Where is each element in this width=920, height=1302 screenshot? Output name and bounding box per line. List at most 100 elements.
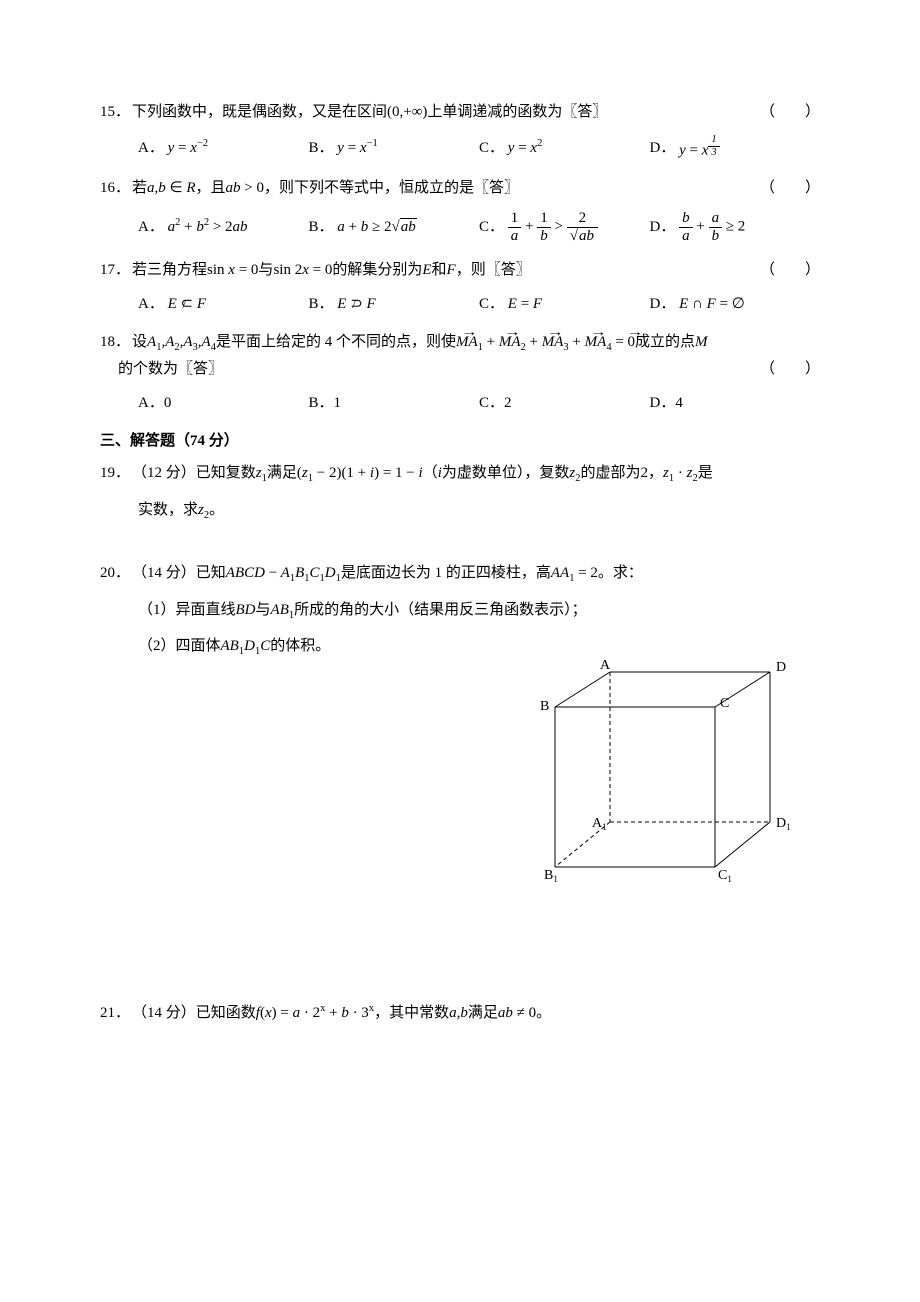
q20-bd: BD (236, 602, 256, 618)
q15-num: 15． (100, 100, 132, 124)
q16-opt-d: D． ba + ab ≥ 2 (650, 210, 821, 244)
q18-tb: 是平面上给定的 4 个不同的点，则使 (216, 334, 456, 350)
opt-label-d: D． (650, 136, 676, 160)
label-B1: B1 (544, 868, 558, 884)
q20-prism: ABCD − A1B1C1D1 (226, 565, 341, 581)
q19-t5: 的虚部为 (580, 465, 640, 481)
q19-z2b: z2 (198, 502, 209, 518)
q15-opt-a: A． y = x−2 (138, 136, 309, 160)
label-C1: C1 (718, 868, 732, 884)
q15-paren: （ ） (760, 100, 820, 124)
opt-label-c: C． (479, 136, 504, 160)
q17-c-math: E = F (508, 292, 542, 316)
label-B: B (540, 699, 549, 714)
q17-ta: 若三角方程 (132, 262, 207, 278)
q20-pts: （14 分） (132, 565, 196, 581)
label-D: D (776, 660, 786, 675)
q19-z1z2: z1 · z2 (663, 465, 698, 481)
q15-opt-d: D． y = x13 (650, 134, 821, 162)
q17-E: E (422, 262, 431, 278)
q16-opt-a: A． a2 + b2 > 2ab (138, 215, 309, 239)
question-19: 19． （12 分）已知复数z1满足(z1 − 2)(1 + i) = 1 − … (100, 461, 820, 525)
q17-m2: sin 2x = 0 (273, 262, 332, 278)
q18-line2: 的个数为〖答〗 （ ） (100, 357, 820, 381)
q19-l2end: 。 (209, 502, 224, 518)
question-16: 16． 若a,b ∈ R，且ab > 0，则下列不等式中，恒成立的是〖答〗 （ … (100, 176, 820, 244)
q16-lb: B． (309, 215, 334, 239)
q19-pts: （12 分） (132, 465, 196, 481)
opt-label-b: B． (309, 136, 334, 160)
spacer-2 (100, 911, 820, 1001)
q17-text: 若三角方程sin x = 0与sin 2x = 0的解集分别为E和F，则〖答〗 (132, 258, 760, 282)
q15-a-math: y = x−2 (168, 136, 208, 160)
q18-options: A．0 B．1 C．2 D．4 (138, 391, 820, 415)
label-C: C (720, 696, 729, 711)
q19-z1: z1 (256, 465, 267, 481)
q18-paren: （ ） (760, 357, 820, 381)
q17-options: A． E ⊂/ F B． E ⊃/ F C． E = F D． E ∩ F = … (138, 292, 820, 316)
q18-ta: 设 (132, 334, 147, 350)
q20-line: 20． （14 分）已知ABCD − A1B1C1D1是底面边长为 1 的正四棱… (100, 561, 820, 588)
q15-text: 下列函数中，既是偶函数，又是在区间(0,+∞)上单调递减的函数为〖答〗 (132, 100, 760, 124)
q16-options: A． a2 + b2 > 2ab B． a + b ≥ 2√ab C． 1a +… (138, 210, 820, 244)
q20-p1b: 与 (256, 602, 271, 618)
spacer-1 (100, 531, 820, 561)
q17-ld: D． (650, 292, 676, 316)
q16-line: 16． 若a,b ∈ R，且ab > 0，则下列不等式中，恒成立的是〖答〗 （ … (100, 176, 820, 200)
q15-interval: (0,+∞) (387, 104, 427, 120)
q20-p2b: 的体积。 (270, 638, 330, 654)
q18-M: M (695, 334, 708, 350)
q17-te: ，则〖答〗 (456, 262, 531, 278)
q21-t2: ，其中常数 (374, 1005, 449, 1021)
q16-ta: 若 (132, 180, 147, 196)
q17-la: A． (138, 292, 164, 316)
q15-text-after: 上单调递减的函数为〖答〗 (427, 104, 607, 120)
q17-line: 17． 若三角方程sin x = 0与sin 2x = 0的解集分别为E和F，则… (100, 258, 820, 282)
q16-ld: D． (650, 215, 676, 239)
q17-num: 17． (100, 258, 132, 282)
q20-p2a: （2）四面体 (138, 638, 221, 654)
q19-t2: 满足 (267, 465, 297, 481)
q18-opt-b: B．1 (309, 391, 480, 415)
q16-tc: ，则下列不等式中，恒成立的是〖答〗 (264, 180, 519, 196)
question-20: 20． （14 分）已知ABCD − A1B1C1D1是底面边长为 1 的正四棱… (100, 561, 820, 905)
q16-b-math: a + b ≥ 2√ab (337, 215, 416, 239)
q17-d-math: E ∩ F = ∅ (679, 292, 745, 316)
q18-text: 设A1,A2,A3,A4是平面上给定的 4 个不同的点，则使MA1 + MA2 … (132, 330, 820, 357)
q17-a-math: E ⊂/ F (168, 292, 206, 316)
q19-eq: (z1 − 2)(1 + i) = 1 − i (297, 465, 423, 481)
q15-c-math: y = x2 (508, 136, 543, 160)
q18-opt-d: D．4 (650, 391, 821, 415)
q16-opt-c: C． 1a + 1b > 2√ab (479, 210, 650, 244)
q19-t8: 是 (698, 465, 713, 481)
q15-opt-c: C． y = x2 (479, 136, 650, 160)
q20-text: （14 分）已知ABCD − A1B1C1D1是底面边长为 1 的正四棱柱，高A… (132, 561, 820, 588)
section-3-title: 三、解答题（74 分） (100, 429, 820, 453)
q21-pts: （14 分） (132, 1005, 196, 1021)
q21-fx: f(x) = a · 2x + b · 3x (256, 1005, 374, 1021)
q18-opt-c: C．2 (479, 391, 650, 415)
q21-line: 21． （14 分）已知函数f(x) = a · 2x + b · 3x，其中常… (100, 1001, 820, 1025)
q17-lb: B． (309, 292, 334, 316)
q19-z2: z2 (569, 465, 580, 481)
q18-line2-text: 的个数为〖答〗 (118, 357, 760, 381)
prism-svg: A D B C A1 D1 B1 C1 (520, 657, 800, 897)
q17-lc: C． (479, 292, 504, 316)
q20-t2: 是底面边长为 1 的正四棱柱，高 (341, 565, 551, 581)
opt-label-a: A． (138, 136, 164, 160)
q16-a-math: a2 + b2 > 2ab (168, 215, 248, 239)
q19-t4: 为虚数单位），复数 (442, 465, 570, 481)
q16-d-math: ba + ab ≥ 2 (679, 210, 745, 244)
q20-tet: AB1D1C (221, 638, 271, 654)
q20-t1: 已知 (196, 565, 226, 581)
q16-paren: （ ） (760, 176, 820, 200)
q17-opt-a: A． E ⊂/ F (138, 292, 309, 316)
question-18: 18． 设A1,A2,A3,A4是平面上给定的 4 个不同的点，则使MA1 + … (100, 330, 820, 415)
q21-num: 21． (100, 1001, 132, 1025)
q20-p1: （1）异面直线BD与AB1所成的角的大小（结果用反三角函数表示）； (138, 598, 820, 625)
q19-text: （12 分）已知复数z1满足(z1 − 2)(1 + i) = 1 − i（i为… (132, 461, 820, 488)
q18-vec: MA1 + MA2 + MA3 + MA4 = 0 (456, 334, 635, 350)
q16-la: A． (138, 215, 164, 239)
q15-d-math: y = x13 (679, 134, 720, 162)
q16-m2: ab > 0 (226, 180, 264, 196)
